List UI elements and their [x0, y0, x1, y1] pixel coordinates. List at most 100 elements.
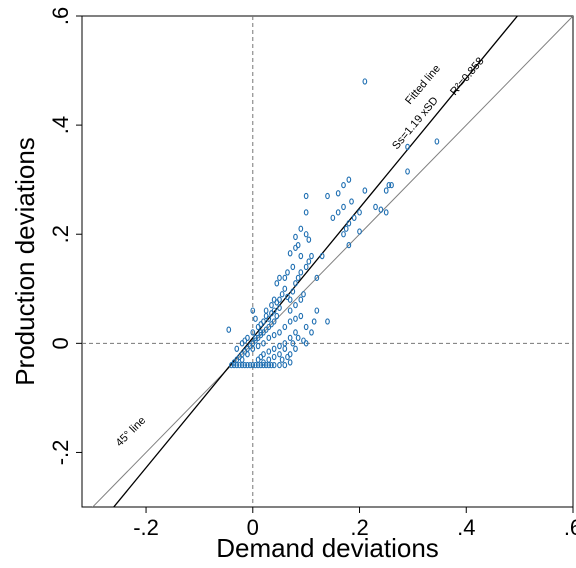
data-point: [303, 231, 309, 238]
data-point: [253, 334, 258, 342]
data-point: [266, 334, 272, 342]
x-tick-label: .4: [457, 515, 475, 540]
data-point: [277, 362, 282, 369]
line-45-degree: [91, 16, 573, 507]
plot-area: [81, 15, 574, 508]
y-tick-label: .2: [48, 225, 73, 243]
x-tick-label: .6: [564, 515, 576, 540]
r-squared-label: R²=0.858: [448, 55, 486, 98]
data-point: [341, 203, 346, 211]
data-point: [309, 252, 314, 260]
data-point: [226, 326, 232, 333]
data-point: [250, 329, 256, 336]
data-point: [269, 362, 274, 369]
data-point: [277, 329, 282, 336]
data-point: [261, 362, 266, 369]
data-point: [277, 351, 282, 358]
data-point: [282, 285, 288, 292]
data-point: [335, 209, 341, 216]
data-point: [261, 351, 266, 358]
data-point: [349, 198, 354, 205]
data-point: [303, 209, 309, 216]
data-point: [330, 214, 336, 222]
data-point: [386, 181, 392, 189]
data-point: [245, 362, 250, 369]
y-axis-title: Production deviations: [10, 137, 40, 386]
data-point: [389, 181, 394, 189]
data-point: [346, 220, 352, 227]
data-point: [290, 288, 296, 295]
data-point: [231, 362, 237, 369]
y-axis-ticks: -.2 0 .2 .4 .6: [48, 7, 82, 465]
x-axis-title: Demand deviations: [216, 533, 439, 563]
data-point: [266, 356, 272, 363]
data-point: [271, 362, 277, 369]
data-point: [250, 345, 256, 352]
data-point: [287, 318, 293, 325]
data-point: [287, 334, 293, 342]
data-point: [285, 269, 290, 276]
fitted-line: [112, 16, 519, 507]
equation-label: Ss=1.19 xSD: [390, 95, 441, 152]
x-tick-label: 0: [247, 515, 259, 540]
data-point: [279, 291, 285, 298]
data-point: [237, 362, 242, 369]
data-point: [263, 307, 269, 314]
data-point: [319, 252, 325, 260]
data-point: [245, 351, 250, 358]
data-point: [239, 356, 245, 363]
data-point: [287, 296, 293, 303]
data-point: [357, 209, 362, 216]
data-point: [301, 337, 306, 344]
data-point: [303, 323, 309, 331]
data-point: [298, 269, 304, 276]
data-point: [405, 168, 410, 175]
data-point: [271, 318, 277, 325]
data-point: [325, 318, 330, 325]
data-point: [295, 334, 301, 342]
data-point: [293, 301, 298, 309]
data-point: [373, 203, 378, 211]
data-point: [357, 228, 362, 235]
data-point: [242, 362, 248, 369]
data-point: [253, 362, 258, 369]
data-point: [290, 263, 296, 271]
data-point: [269, 301, 274, 309]
data-point: [335, 190, 341, 197]
data-point: [293, 329, 298, 336]
data-point: [271, 345, 277, 352]
data-point: [282, 345, 288, 352]
data-point: [362, 78, 368, 85]
data-point: [271, 307, 277, 314]
line45-label: 45° line: [114, 415, 149, 450]
data-point: [383, 209, 389, 216]
data-point: [343, 225, 349, 232]
data-point: [346, 176, 352, 183]
data-point: [271, 331, 277, 339]
data-point: [301, 291, 306, 298]
data-point: [298, 296, 304, 303]
data-point: [287, 351, 293, 358]
data-point: [346, 241, 352, 249]
data-point: [282, 274, 288, 282]
data-point: [434, 138, 440, 145]
x-axis-ticks: -.2 0 .2 .4 .6: [133, 507, 576, 540]
data-point: [271, 353, 277, 361]
data-point: [311, 318, 317, 325]
data-point: [303, 192, 309, 200]
data-point: [245, 334, 250, 342]
data-point: [293, 315, 298, 322]
data-point: [250, 307, 256, 314]
data-point: [234, 345, 240, 352]
data-point: [295, 274, 301, 282]
data-point: [282, 323, 288, 331]
y-tick-label: .4: [48, 116, 73, 134]
data-point: [274, 312, 280, 320]
data-point: [298, 225, 304, 232]
data-point: [258, 321, 264, 328]
data-point: [306, 236, 312, 243]
data-point: [309, 329, 314, 336]
fit-lines: [91, 16, 573, 507]
data-points: [226, 78, 440, 369]
